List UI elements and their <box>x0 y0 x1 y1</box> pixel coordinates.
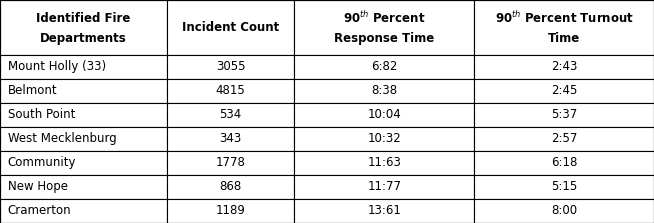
Text: Incident Count: Incident Count <box>182 21 279 34</box>
Text: Mount Holly (33): Mount Holly (33) <box>8 60 106 73</box>
Text: 534: 534 <box>219 108 242 121</box>
Bar <box>167 151 294 175</box>
Bar <box>294 175 474 199</box>
Text: New Hope: New Hope <box>8 180 68 193</box>
Bar <box>294 79 474 103</box>
Bar <box>0 127 167 151</box>
Bar <box>167 103 294 127</box>
Text: 5:15: 5:15 <box>551 180 577 193</box>
Text: West Mecklenburg: West Mecklenburg <box>8 132 116 145</box>
Bar <box>167 175 294 199</box>
Bar <box>167 127 294 151</box>
Bar <box>474 103 654 127</box>
Text: 8:38: 8:38 <box>371 84 397 97</box>
Bar <box>474 175 654 199</box>
Text: Time: Time <box>548 32 580 45</box>
Text: Community: Community <box>8 156 77 169</box>
Text: 4815: 4815 <box>216 84 245 97</box>
Text: 11:63: 11:63 <box>368 156 401 169</box>
Bar <box>0 0 167 55</box>
Bar <box>167 0 294 55</box>
Text: 2:57: 2:57 <box>551 132 577 145</box>
Text: 1189: 1189 <box>216 204 245 217</box>
Text: 1778: 1778 <box>216 156 245 169</box>
Bar <box>167 79 294 103</box>
Bar <box>294 103 474 127</box>
Bar <box>167 199 294 223</box>
Text: Response Time: Response Time <box>334 32 434 45</box>
Text: 10:32: 10:32 <box>368 132 401 145</box>
Bar <box>294 0 474 55</box>
Bar <box>0 55 167 79</box>
Text: Departments: Departments <box>40 32 127 45</box>
Bar <box>474 0 654 55</box>
Text: 5:37: 5:37 <box>551 108 577 121</box>
Text: 343: 343 <box>219 132 242 145</box>
Text: South Point: South Point <box>8 108 75 121</box>
Bar <box>294 55 474 79</box>
Text: 3055: 3055 <box>216 60 245 73</box>
Text: Belmont: Belmont <box>8 84 58 97</box>
Bar <box>474 199 654 223</box>
Text: 8:00: 8:00 <box>551 204 577 217</box>
Bar <box>294 151 474 175</box>
Text: 6:18: 6:18 <box>551 156 577 169</box>
Text: 13:61: 13:61 <box>368 204 401 217</box>
Bar <box>474 127 654 151</box>
Bar <box>0 79 167 103</box>
Bar <box>0 151 167 175</box>
Text: Identified Fire: Identified Fire <box>36 12 131 25</box>
Text: 90$^{th}$ Percent: 90$^{th}$ Percent <box>343 10 425 26</box>
Bar <box>474 151 654 175</box>
Bar <box>0 103 167 127</box>
Text: 868: 868 <box>219 180 242 193</box>
Bar <box>0 175 167 199</box>
Bar <box>167 55 294 79</box>
Text: 6:82: 6:82 <box>371 60 398 73</box>
Text: 2:45: 2:45 <box>551 84 577 97</box>
Text: 90$^{th}$ Percent Turnout: 90$^{th}$ Percent Turnout <box>494 10 634 26</box>
Text: 11:77: 11:77 <box>368 180 401 193</box>
Bar <box>294 199 474 223</box>
Bar <box>474 55 654 79</box>
Text: Cramerton: Cramerton <box>8 204 71 217</box>
Text: 10:04: 10:04 <box>368 108 401 121</box>
Text: 2:43: 2:43 <box>551 60 577 73</box>
Bar <box>0 199 167 223</box>
Bar <box>294 127 474 151</box>
Bar <box>474 79 654 103</box>
